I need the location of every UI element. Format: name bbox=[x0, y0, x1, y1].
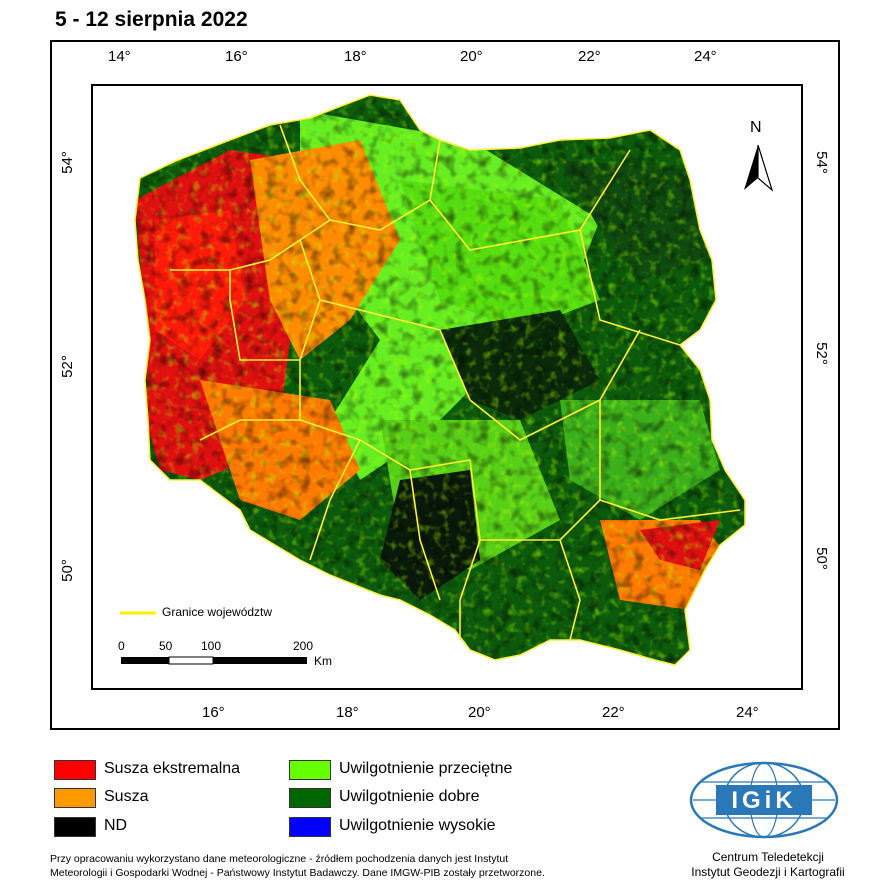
bottom-tick-20: 20° bbox=[468, 704, 491, 721]
bottom-tick-18: 18° bbox=[336, 704, 359, 721]
top-tick-24: 24° bbox=[694, 48, 717, 65]
bottom-tick-22: 22° bbox=[602, 704, 625, 721]
country-border bbox=[134, 94, 746, 666]
legend-swatch-nd bbox=[54, 817, 96, 837]
top-tick-14: 14° bbox=[108, 48, 131, 65]
boundary-legend-label: Granice województw bbox=[162, 605, 273, 619]
top-tick-20: 20° bbox=[460, 48, 483, 65]
data-source-note: Przy opracowaniu wykorzystano dane meteo… bbox=[50, 852, 670, 880]
bottom-tick-16: 16° bbox=[202, 704, 225, 721]
legend-label-average-moisture: Uwilgotnienie przeciętne bbox=[339, 760, 513, 777]
top-tick-18: 18° bbox=[344, 48, 367, 65]
legend-swatch-good-moisture bbox=[289, 788, 331, 808]
logo-line-1: Centrum Teledetekcji bbox=[712, 850, 824, 864]
top-tick-16: 16° bbox=[225, 48, 248, 65]
bottom-tick-24: 24° bbox=[736, 704, 759, 721]
north-arrow-icon bbox=[744, 144, 774, 192]
legend-label-extreme-drought: Susza ekstremalna bbox=[104, 760, 241, 777]
legend-label-drought: Susza bbox=[104, 788, 149, 805]
legend-swatch-high-moisture bbox=[289, 817, 331, 837]
map-title: 5 - 12 sierpnia 2022 bbox=[55, 8, 248, 31]
legend-label-good-moisture: Uwilgotnienie dobre bbox=[339, 788, 480, 805]
logo-line-2: Instytut Geodezji i Kartografii bbox=[691, 865, 845, 879]
voivodeship-boundaries bbox=[170, 124, 741, 641]
scale-label-200: 200 bbox=[293, 639, 314, 653]
logo-caption: Centrum Teledetekcji Instytut Geodezji i… bbox=[668, 850, 868, 880]
note-line-1: Przy opracowaniu wykorzystano dane meteo… bbox=[50, 853, 509, 865]
igik-logo: IGiK bbox=[689, 761, 839, 839]
scale-label-50: 50 bbox=[159, 639, 173, 653]
top-tick-22: 22° bbox=[578, 48, 601, 65]
logo-mark: IGiK bbox=[731, 787, 796, 814]
scale-unit: Km bbox=[314, 654, 332, 668]
legend-swatch-drought bbox=[54, 788, 96, 808]
legend-label-nd: ND bbox=[104, 817, 128, 834]
scale-label-0: 0 bbox=[118, 639, 125, 653]
scale-label-100: 100 bbox=[201, 639, 222, 653]
legend-swatch-average-moisture bbox=[289, 760, 331, 780]
note-line-2: Meteorologii i Gospodarki Wodnej - Państ… bbox=[50, 867, 545, 879]
legend-swatch-extreme-drought bbox=[54, 760, 96, 780]
legend-label-high-moisture: Uwilgotnienie wysokie bbox=[339, 817, 496, 834]
scale-bar bbox=[121, 656, 307, 665]
north-label: N bbox=[750, 119, 762, 136]
